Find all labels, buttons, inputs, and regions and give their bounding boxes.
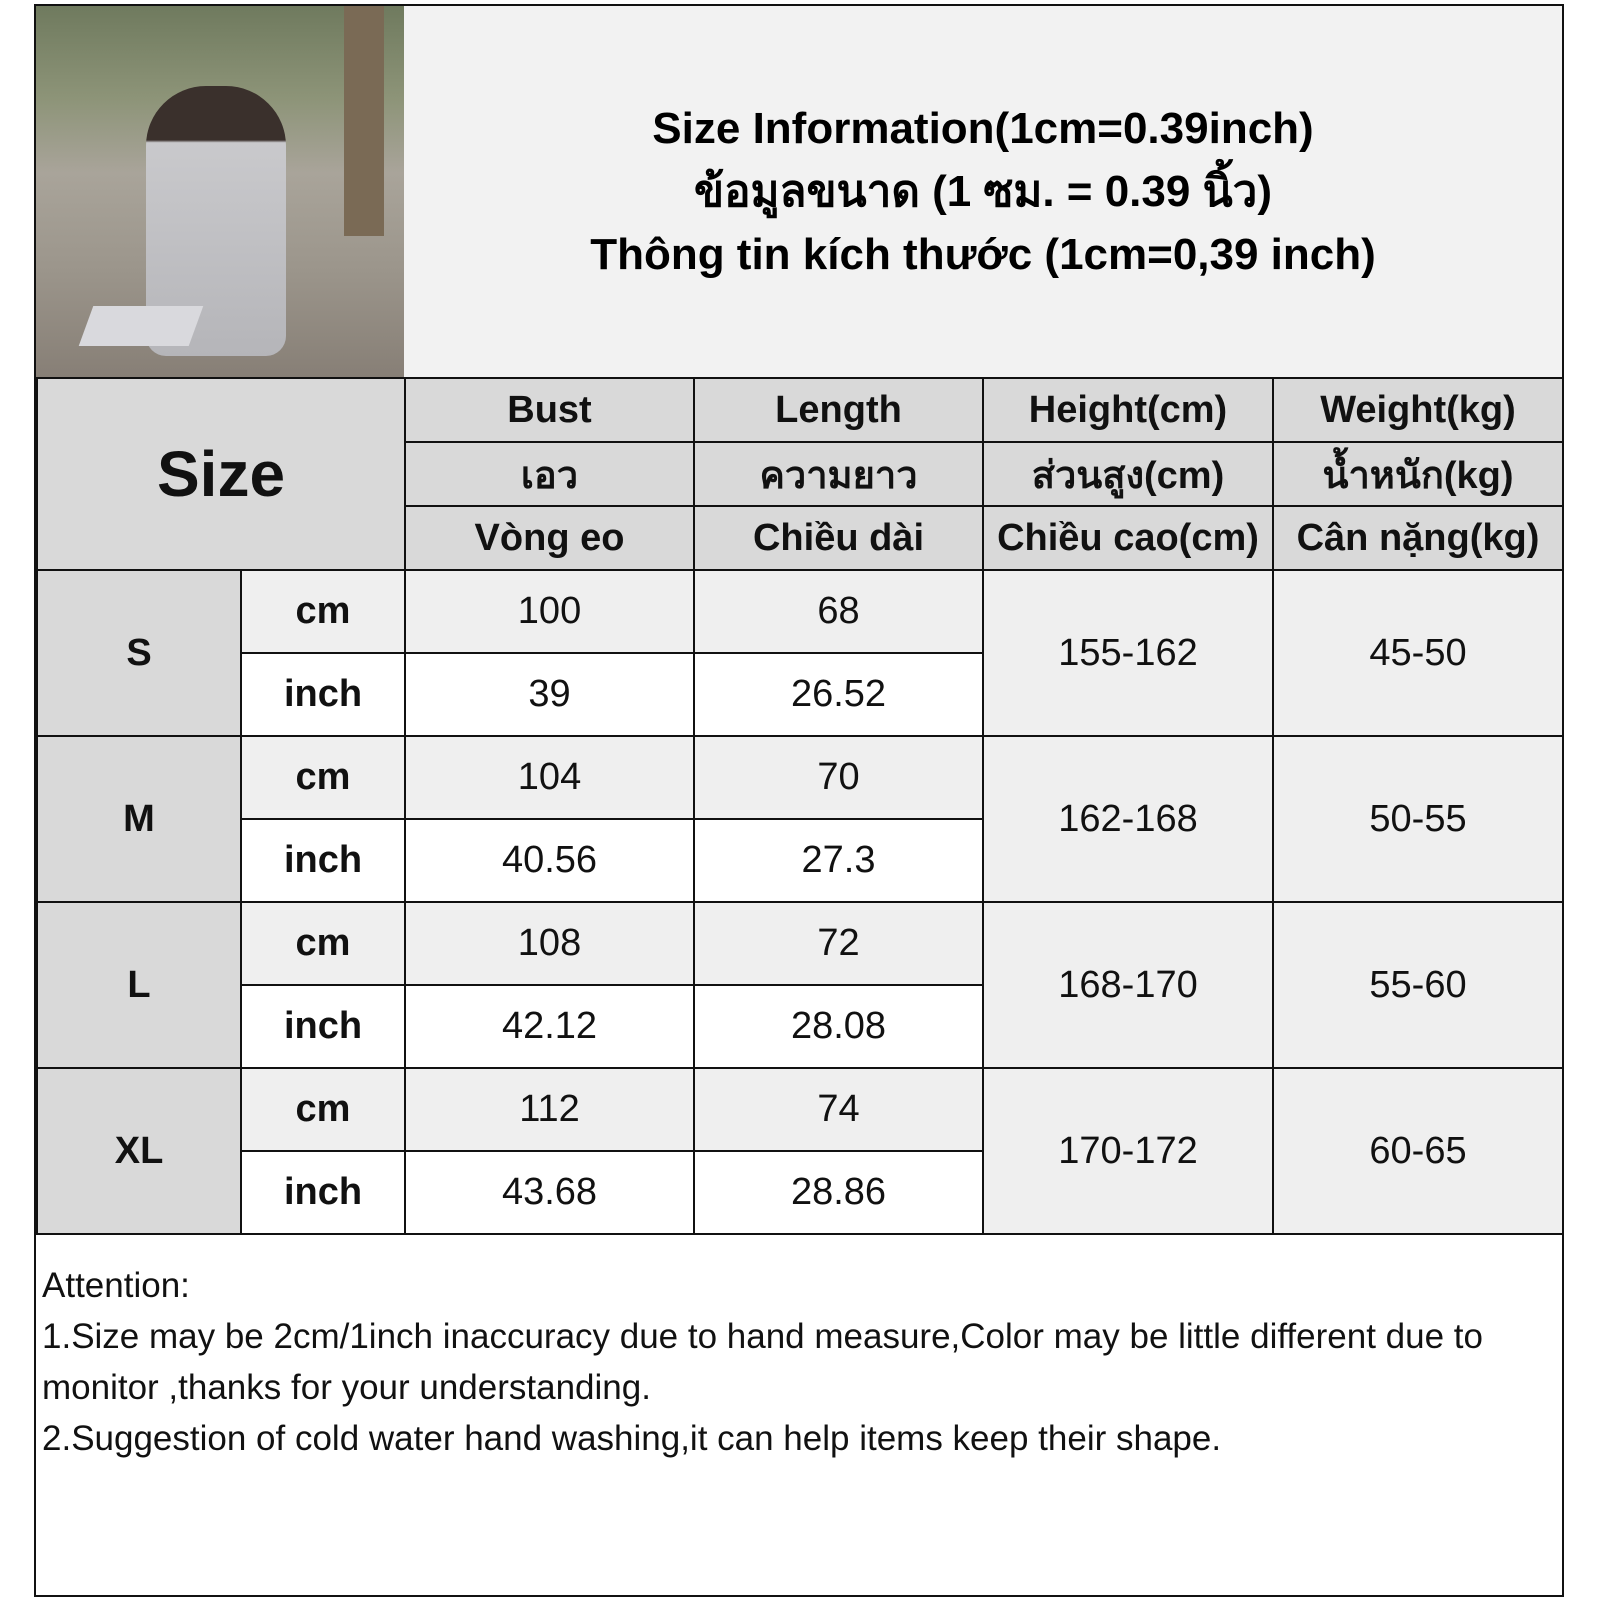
col-header-weight-vi: Cân nặng(kg) [1272,505,1564,571]
bust-cm: 104 [404,735,695,820]
size-label: XL [36,1067,242,1235]
unit-inch: inch [240,984,406,1069]
title-thai: ข้อมูลขนาด (1 ซม. = 0.39 นิ้ว) [693,167,1272,216]
size-table: Size Bust Length Height(cm) Weight(kg) เ… [36,377,1564,1235]
table-row-inch: inch 40.56 27.3 [37,818,1563,903]
title-english: Size Information(1cm=0.39inch) [652,104,1314,153]
col-header-weight-th: น้ำหนัก(kg) [1272,441,1564,507]
table-row-cm: L cm 108 72 168-170 55-60 [36,901,1564,1069]
attention-notes: Attention: 1.Size may be 2cm/1inch inacc… [42,1260,1552,1464]
weight-range: 50-55 [1272,735,1564,903]
title-vietnamese: Thông tin kích thước (1cm=0,39 inch) [590,230,1376,279]
bust-inch: 39 [404,652,695,737]
photo-tree [344,6,384,236]
height-range: 155-162 [982,569,1274,737]
size-label: S [36,569,242,737]
unit-inch: inch [240,652,406,737]
unit-cm: cm [240,1067,406,1152]
product-photo [36,6,406,377]
size-chart: Size Information(1cm=0.39inch) ข้อมูลขนา… [34,4,1564,1597]
weight-range: 45-50 [1272,569,1564,737]
photo-laptop [78,306,204,346]
notes-heading: Attention: [42,1266,190,1305]
header-row-th: เอว ความยาว ส่วนสูง(cm) น้ำหนัก(kg) [37,441,1564,507]
height-range: 170-172 [982,1067,1274,1235]
col-header-height-th: ส่วนสูง(cm) [982,441,1274,507]
col-header-length: Length [693,377,984,443]
bust-inch: 40.56 [404,818,695,903]
col-header-length-vi: Chiều dài [693,505,984,571]
col-header-height: Height(cm) [982,377,1274,443]
table-row-cm: S cm 100 68 155-162 45-50 [36,569,1564,737]
bust-inch: 42.12 [404,984,695,1069]
weight-range: 55-60 [1272,901,1564,1069]
length-inch: 28.08 [693,984,984,1069]
header-row-vi: Vòng eo Chiều dài Chiều cao(cm) Cân nặng… [37,505,1564,571]
bust-cm: 112 [404,1067,695,1152]
bust-cm: 100 [404,569,695,654]
unit-inch: inch [240,1150,406,1235]
height-range: 162-168 [982,735,1274,903]
table-row-inch: inch 42.12 28.08 [37,984,1563,1069]
table-row-cm: XL cm 112 74 170-172 60-65 [36,1067,1564,1235]
table-row-inch: inch 43.68 28.86 [37,1150,1563,1235]
header-row-en: Size Bust Length Height(cm) Weight(kg) [36,377,1564,571]
weight-range: 60-65 [1272,1067,1564,1235]
col-header-length-th: ความยาว [693,441,984,507]
length-cm: 72 [693,901,984,986]
length-cm: 70 [693,735,984,820]
unit-cm: cm [240,735,406,820]
bust-inch: 43.68 [404,1150,695,1235]
length-inch: 26.52 [693,652,984,737]
length-inch: 28.86 [693,1150,984,1235]
length-inch: 27.3 [693,818,984,903]
unit-cm: cm [240,569,406,654]
unit-inch: inch [240,818,406,903]
length-cm: 68 [693,569,984,654]
length-cm: 74 [693,1067,984,1152]
col-header-bust-th: เอว [404,441,695,507]
table-row-cm: M cm 104 70 162-168 50-55 [36,735,1564,903]
col-header-bust-vi: Vòng eo [404,505,695,571]
note-item: 1.Size may be 2cm/1inch inaccuracy due t… [42,1317,1483,1407]
note-item: 2.Suggestion of cold water hand washing,… [42,1419,1222,1458]
title-block: Size Information(1cm=0.39inch) ข้อมูลขนา… [404,6,1562,377]
table-row-inch: inch 39 26.52 [37,652,1563,737]
height-range: 168-170 [982,901,1274,1069]
size-label: M [36,735,242,903]
unit-cm: cm [240,901,406,986]
size-label: L [36,901,242,1069]
col-header-height-vi: Chiều cao(cm) [982,505,1274,571]
col-header-bust: Bust [404,377,695,443]
size-header: Size [36,377,406,571]
bust-cm: 108 [404,901,695,986]
col-header-weight: Weight(kg) [1272,377,1564,443]
